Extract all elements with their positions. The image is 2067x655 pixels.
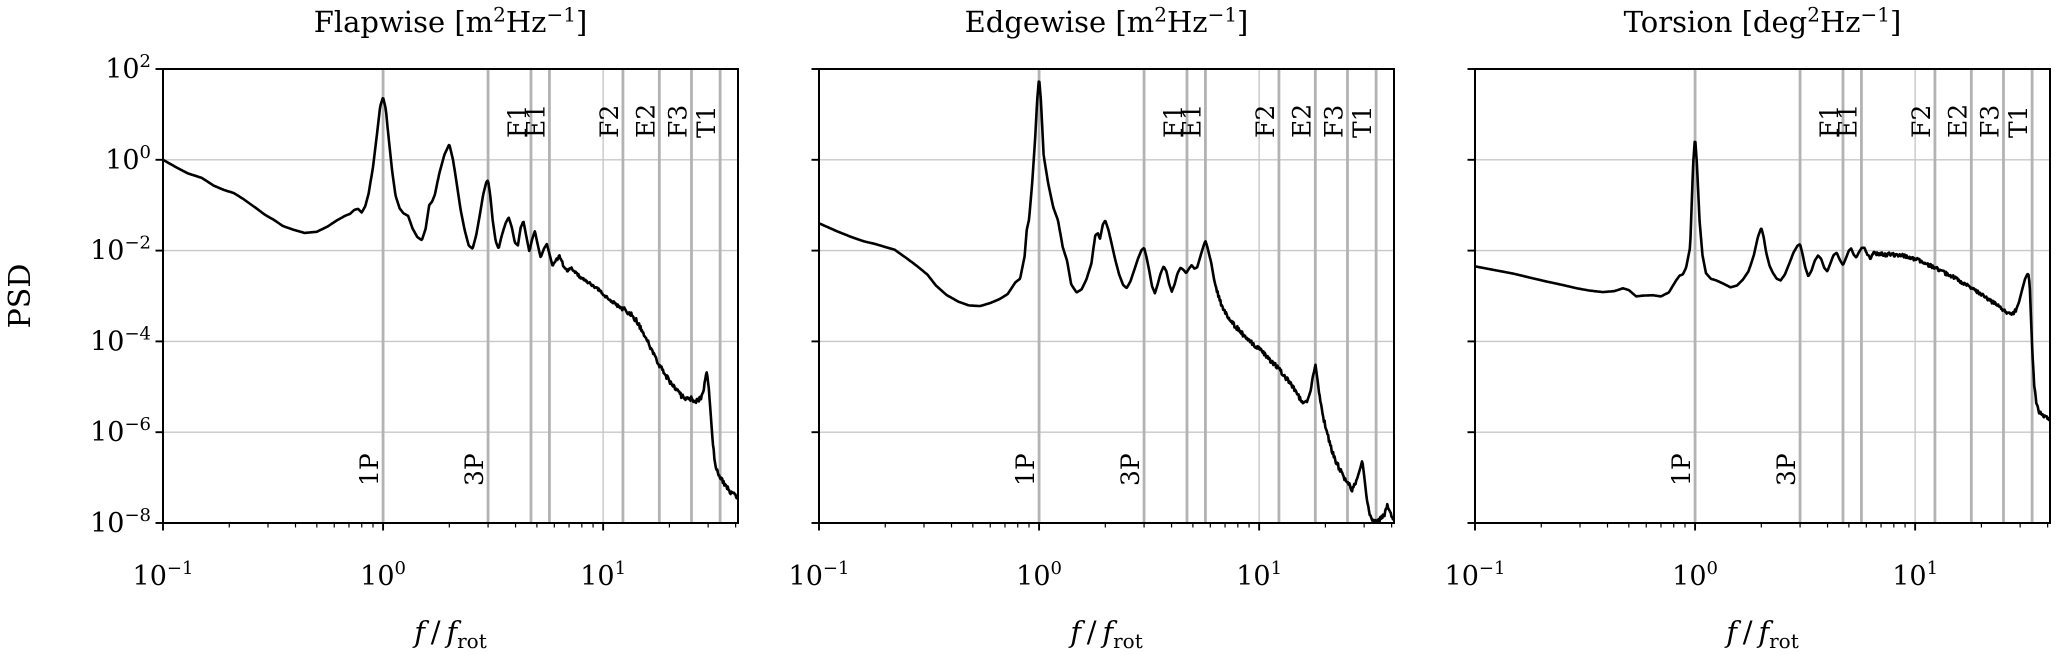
marker-label-F3: F3 [663,105,692,138]
y-axis-label: PSD [3,264,38,329]
marker-label-F2: F2 [1251,105,1280,138]
marker-label-3P: 3P [1116,453,1145,486]
psd-curve-flapwise [163,97,738,500]
x-axis-label: f / frot [1724,615,1798,653]
marker-label-E2: E2 [1943,104,1972,138]
marker-label-F3: F3 [1319,105,1348,138]
x-axis-label: f / frot [1068,615,1142,653]
plot-border [818,68,1395,524]
marker-label-F1: F1 [1159,105,1188,138]
x-tick-label: 10−1 [789,558,850,592]
x-tick-label: 10−1 [133,558,194,592]
marker-label-E1: E1 [1177,104,1206,138]
plot-border [162,68,739,524]
marker-label-F3: F3 [1975,105,2004,138]
x-axis-label: f / frot [412,615,486,653]
marker-label-1P: 1P [1667,453,1696,486]
marker-label-3P: 3P [1772,453,1801,486]
marker-label-F1: F1 [503,105,532,138]
panel-title-flapwise: Flapwise [m2Hz−1] [314,3,588,39]
marker-label-1P: 1P [1011,453,1040,486]
marker-label-F2: F2 [1907,105,1936,138]
marker-label-1P: 1P [355,453,384,486]
x-tick-label: 10−1 [1445,558,1506,592]
y-tick-label: 10−8 [90,505,151,539]
marker-label-E2: E2 [631,104,660,138]
panel-title-edgewise: Edgewise [m2Hz−1] [965,3,1249,39]
psd-curve-torsion [1475,140,2050,422]
y-tick-label: 102 [105,51,151,85]
x-tick-label: 100 [1672,558,1718,592]
x-tick-label: 100 [360,558,406,592]
marker-label-E1: E1 [1833,104,1862,138]
marker-label-3P: 3P [460,453,489,486]
marker-label-F2: F2 [595,105,624,138]
marker-label-T1: T1 [2004,105,2033,138]
plot-border [1474,68,2051,524]
panel-title-torsion: Torsion [deg2Hz−1] [1624,3,1902,39]
marker-label-T1: T1 [1348,105,1377,138]
x-tick-label: 101 [1892,558,1938,592]
y-tick-label: 10−2 [90,233,151,267]
x-tick-label: 101 [1236,558,1282,592]
marker-label-T1: T1 [692,105,721,138]
x-tick-label: 101 [580,558,626,592]
marker-label-E2: E2 [1287,104,1316,138]
marker-label-F1: F1 [1815,105,1844,138]
marker-label-E1: E1 [521,104,550,138]
x-tick-label: 100 [1016,558,1062,592]
y-tick-label: 100 [105,142,151,176]
psd-curve-edgewise [819,80,1394,523]
y-tick-label: 10−4 [90,323,151,357]
y-tick-label: 10−6 [90,414,151,448]
